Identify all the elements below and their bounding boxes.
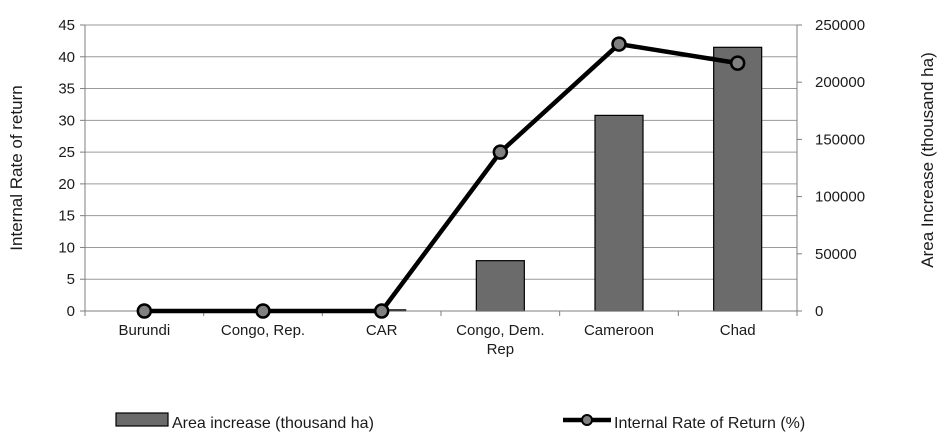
y-right-tick-label: 100000 [815,189,865,206]
legend-line-marker [581,414,593,426]
legend-bar-label: Area increase (thousand ha) [172,415,374,432]
y-left-tick-label: 25 [58,144,75,161]
x-tick-label: Congo, Rep. [221,322,305,339]
y-right-tick-label: 200000 [815,74,865,91]
x-tick-label: CAR [366,322,398,339]
irr-point [729,55,746,71]
y-right-tick-label: 0 [815,303,823,320]
bar-series [357,46,763,312]
y-axis-right-title: Area Increase (thousand ha) [918,52,937,267]
irr-point [255,303,271,319]
axes [80,24,802,316]
y-left-tick-label: 35 [58,81,75,98]
y-axis-left-title: Internal Rate of return [7,85,26,250]
y-left-tick-label: 5 [67,271,75,288]
x-tick-label: Congo, Dem. [456,322,544,339]
y-right-tick-label: 150000 [815,131,865,148]
y-right-tick-label: 50000 [815,246,857,263]
y-left-tick-label: 40 [58,49,75,66]
bar [594,114,644,312]
irr-point [136,303,153,319]
y-left-tick-label: 45 [58,17,75,34]
irr-line [144,41,739,314]
x-tick-label: Burundi [118,322,170,339]
y-left-tick-label: 30 [58,112,75,129]
x-tick-label: Rep [487,341,515,358]
gridlines [85,24,797,280]
irr-point [611,36,627,52]
y-right-tick-label: 250000 [815,17,865,34]
y-left-tick-label: 20 [58,176,75,193]
tick-labels: 0 5 10 15 20 25 30 35 40 45 0 50000 100000 150000 2000… [58,17,865,358]
legend-bar-swatch [115,412,169,427]
bar [475,260,525,312]
line-series [136,36,746,319]
y-left-tick-label: 10 [58,239,75,256]
legend: Area increase (thousand ha) Internal Rat… [115,412,805,432]
bar [713,46,763,312]
legend-line-label: Internal Rate of Return (%) [614,415,805,432]
irr-point [492,144,509,160]
irr-point [373,303,390,319]
y-left-tick-label: 15 [58,208,75,225]
x-tick-label: Cameroon [584,322,654,339]
x-tick-label: Chad [720,322,756,339]
y-left-tick-label: 0 [67,303,75,320]
